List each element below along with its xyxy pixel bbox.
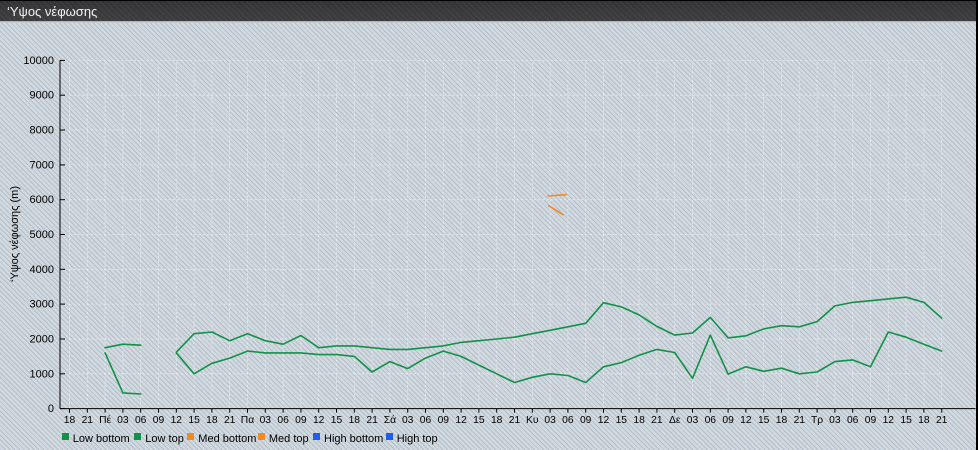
svg-text:03: 03 [544,415,556,426]
svg-text:7000: 7000 [30,159,54,171]
svg-text:15: 15 [900,415,912,426]
svg-text:21: 21 [509,415,521,426]
svg-text:06: 06 [420,415,432,426]
svg-text:18: 18 [64,415,76,426]
svg-text:1000: 1000 [30,368,54,380]
svg-text:09: 09 [865,415,877,426]
svg-text:12: 12 [313,415,325,426]
svg-text:21: 21 [651,415,663,426]
svg-text:10000: 10000 [23,55,54,67]
svg-text:12: 12 [171,415,183,426]
svg-text:21: 21 [82,415,94,426]
svg-text:09: 09 [438,415,450,426]
svg-text:Πα: Πα [241,415,254,426]
svg-text:06: 06 [277,415,289,426]
svg-text:15: 15 [616,415,628,426]
svg-text:Δε: Δε [669,415,681,426]
svg-text:15: 15 [188,415,200,426]
svg-text:4000: 4000 [30,264,54,276]
svg-text:3000: 3000 [30,299,54,311]
svg-text:12: 12 [455,415,467,426]
svg-text:06: 06 [705,415,717,426]
svg-text:18: 18 [206,415,218,426]
svg-text:6000: 6000 [30,194,54,206]
svg-text:15: 15 [331,415,343,426]
svg-text:21: 21 [224,415,236,426]
svg-text:15: 15 [473,415,485,426]
svg-text:03: 03 [829,415,841,426]
svg-text:12: 12 [740,415,752,426]
svg-text:21: 21 [366,415,378,426]
svg-text:21: 21 [794,415,806,426]
svg-text:03: 03 [687,415,699,426]
svg-text:06: 06 [135,415,147,426]
svg-text:15: 15 [758,415,770,426]
svg-text:21: 21 [936,415,948,426]
svg-text:06: 06 [562,415,574,426]
svg-text:5000: 5000 [30,229,54,241]
svg-text:03: 03 [402,415,414,426]
svg-text:09: 09 [580,415,592,426]
svg-text:03: 03 [117,415,129,426]
svg-text:06: 06 [847,415,859,426]
svg-text:09: 09 [295,415,307,426]
svg-text:18: 18 [349,415,361,426]
svg-text:18: 18 [776,415,788,426]
svg-text:Πέ: Πέ [99,414,111,426]
svg-text:09: 09 [153,415,165,426]
svg-text:12: 12 [883,415,895,426]
svg-text:18: 18 [491,415,503,426]
svg-text:Τρ: Τρ [811,415,823,426]
svg-text:0: 0 [48,403,54,415]
svg-text:18: 18 [633,415,645,426]
svg-text:18: 18 [918,415,930,426]
svg-text:8000: 8000 [30,125,54,137]
svg-text:09: 09 [722,415,734,426]
svg-text:12: 12 [598,415,610,426]
svg-text:9000: 9000 [30,90,54,102]
svg-text:Κυ: Κυ [526,415,539,426]
svg-text:Σά: Σά [384,414,396,426]
svg-text:2000: 2000 [30,334,54,346]
svg-text:03: 03 [260,415,272,426]
